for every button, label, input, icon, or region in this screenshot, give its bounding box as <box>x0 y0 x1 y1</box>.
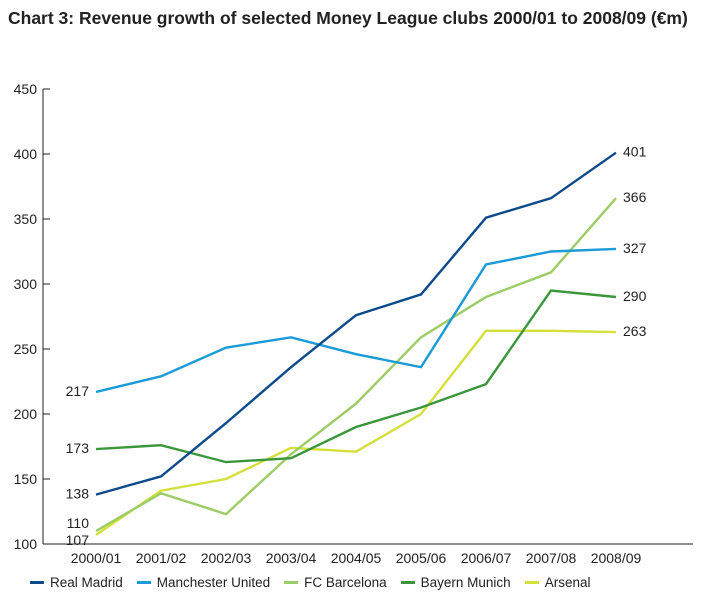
y-tick-label: 200 <box>14 406 38 422</box>
x-tick-label: 2008/09 <box>591 550 642 566</box>
x-tick-label: 2006/07 <box>461 550 512 566</box>
x-tick-label: 2007/08 <box>526 550 577 566</box>
legend-label: Real Madrid <box>50 575 123 590</box>
legend-label: Bayern Munich <box>420 575 511 590</box>
series-line-real-madrid <box>95 151 617 496</box>
chart-legend: Real Madrid Manchester United FC Barcelona… <box>30 575 590 590</box>
y-tick-label: 100 <box>14 536 38 552</box>
legend-label: Manchester United <box>156 575 271 590</box>
y-tick-label: 400 <box>14 146 38 162</box>
start-value-label: 217 <box>66 383 90 399</box>
end-value-label: 401 <box>623 144 647 160</box>
legend-swatch <box>284 581 299 584</box>
legend-item: Manchester United <box>136 575 271 590</box>
x-tick-label: 2002/03 <box>201 550 252 566</box>
y-tick-label: 250 <box>14 341 38 357</box>
y-tick-label: 450 <box>14 81 38 97</box>
y-tick-label: 150 <box>14 471 38 487</box>
legend-swatch <box>400 581 415 584</box>
chart-title: Chart 3: Revenue growth of selected Mone… <box>8 8 688 28</box>
end-value-label: 327 <box>623 240 647 256</box>
series-line-fc-barcelona <box>95 197 617 533</box>
series-line-manchester-united <box>95 247 617 394</box>
legend-item: Bayern Munich <box>400 575 511 590</box>
start-value-label: 173 <box>66 440 90 456</box>
legend-swatch <box>136 581 151 584</box>
x-tick-label: 2004/05 <box>331 550 382 566</box>
legend-label: FC Barcelona <box>304 575 387 590</box>
x-tick-label: 2003/04 <box>266 550 317 566</box>
legend-label: Arsenal <box>544 575 591 590</box>
legend-item: FC Barcelona <box>284 575 387 590</box>
legend-item: Real Madrid <box>30 575 123 590</box>
series-line-bayern-munich <box>95 289 617 464</box>
y-tick-label: 350 <box>14 211 38 227</box>
end-value-label: 263 <box>623 323 647 339</box>
start-value-label: 138 <box>66 486 90 502</box>
y-tick-label: 300 <box>14 276 38 292</box>
end-value-label: 290 <box>623 288 647 304</box>
legend-item: Arsenal <box>524 575 591 590</box>
x-tick-label: 2001/02 <box>136 550 187 566</box>
end-value-label: 366 <box>623 189 647 205</box>
start-value-label: 107 <box>66 532 90 548</box>
legend-swatch <box>524 581 539 584</box>
x-tick-label: 2005/06 <box>396 550 447 566</box>
x-tick-label: 2000/01 <box>71 550 122 566</box>
start-value-label: 110 <box>67 515 90 531</box>
legend-swatch <box>30 581 44 584</box>
series-line-arsenal <box>95 329 617 536</box>
